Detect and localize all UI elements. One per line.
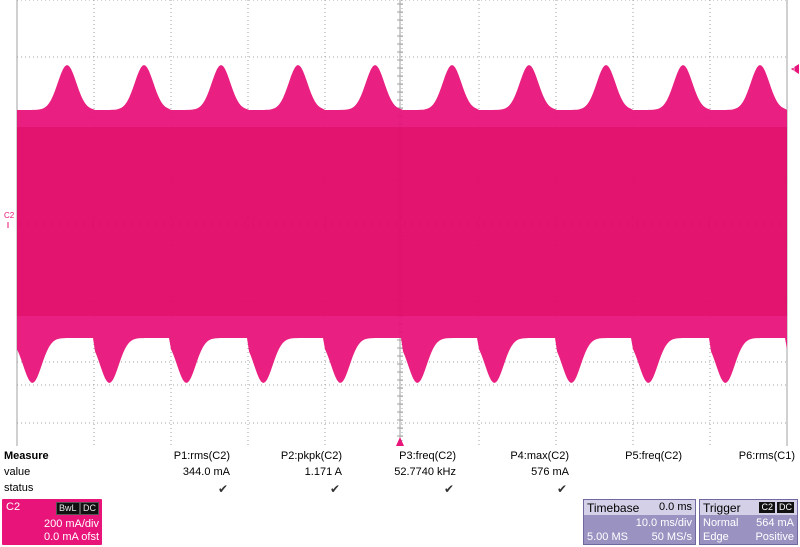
channel-c2-descriptor[interactable]: C2 BwL DC 200 mA/div 0.0 mA ofst — [2, 499, 102, 545]
status-row-label: status — [4, 482, 34, 494]
timebase-scale: 10.0 ms/div — [635, 517, 692, 529]
timebase-header: Timebase 0.0 ms — [584, 500, 695, 515]
param-p1-name[interactable]: P1:rms(C2) — [173, 450, 230, 462]
measure-value-row: value 344.0 mA 1.171 A 52.7740 kHz 576 m… — [0, 466, 800, 482]
trigger-level: 564 mA — [756, 517, 794, 529]
trigger-type: Edge — [703, 531, 729, 543]
param-p3-name[interactable]: P3:freq(C2) — [399, 450, 456, 462]
trigger-coupling-badge: DC — [777, 502, 794, 513]
check-icon: ✔ — [443, 482, 454, 496]
param-p2-value: 1.171 A — [304, 466, 342, 478]
vertical-scale: 200 mA/div — [43, 518, 99, 530]
svg-text:1: 1 — [792, 67, 796, 74]
trigger-level-marker[interactable]: 1 — [791, 64, 799, 74]
measure-title: Measure — [4, 450, 49, 462]
coupling-badge: DC — [80, 502, 99, 515]
check-icon: ✔ — [217, 482, 228, 496]
timebase-title: Timebase — [587, 501, 640, 515]
trigger-source-badge: C2 — [759, 502, 775, 513]
timebase-descriptor[interactable]: Timebase 0.0 ms 10.0 ms/div 5.00 MS 50 M… — [583, 499, 696, 545]
param-p5-name[interactable]: P5:freq(C2) — [625, 450, 682, 462]
timebase-samples: 5.00 MS — [587, 531, 628, 543]
measure-header-row: Measure P1:rms(C2) P2:pkpk(C2) P3:freq(C… — [0, 450, 800, 466]
check-icon: ✔ — [329, 482, 340, 496]
trigger-title: Trigger — [703, 501, 741, 515]
trigger-descriptor[interactable]: Trigger C2 DC Normal 564 mA Edge Positiv… — [699, 499, 798, 545]
value-row-label: value — [4, 466, 31, 478]
param-p6-name[interactable]: P6:rms(C1) — [738, 450, 795, 462]
param-p3-value: 52.7740 kHz — [394, 466, 456, 478]
vertical-offset: 0.0 mA ofst — [43, 531, 99, 543]
param-p4-name[interactable]: P4:max(C2) — [510, 450, 569, 462]
c2-waveform-inner-band — [17, 127, 787, 316]
param-p4-value: 576 mA — [531, 466, 569, 478]
check-icon: ✔ — [556, 482, 567, 496]
trigger-slope: Positive — [755, 531, 794, 543]
waveform-display[interactable]: C2 1 — [0, 0, 800, 446]
svg-text:C2: C2 — [4, 211, 15, 220]
channel-c2-marker[interactable]: C2 — [4, 211, 15, 228]
measure-status-row: status ✔ ✔ ✔ ✔ — [0, 482, 800, 498]
c2-waveform-trace — [17, 65, 787, 383]
trigger-position-marker[interactable] — [396, 437, 404, 446]
trigger-header: Trigger C2 DC — [700, 500, 797, 515]
timebase-sample-rate: 50 MS/s — [651, 531, 692, 543]
param-p1-value: 344.0 mA — [182, 466, 230, 478]
timebase-delay: 0.0 ms — [658, 501, 692, 513]
trigger-mode: Normal — [703, 517, 739, 529]
channel-label: C2 — [6, 501, 21, 513]
bandwidth-limit-badge: BwL — [56, 502, 80, 515]
param-p2-name[interactable]: P2:pkpk(C2) — [280, 450, 342, 462]
